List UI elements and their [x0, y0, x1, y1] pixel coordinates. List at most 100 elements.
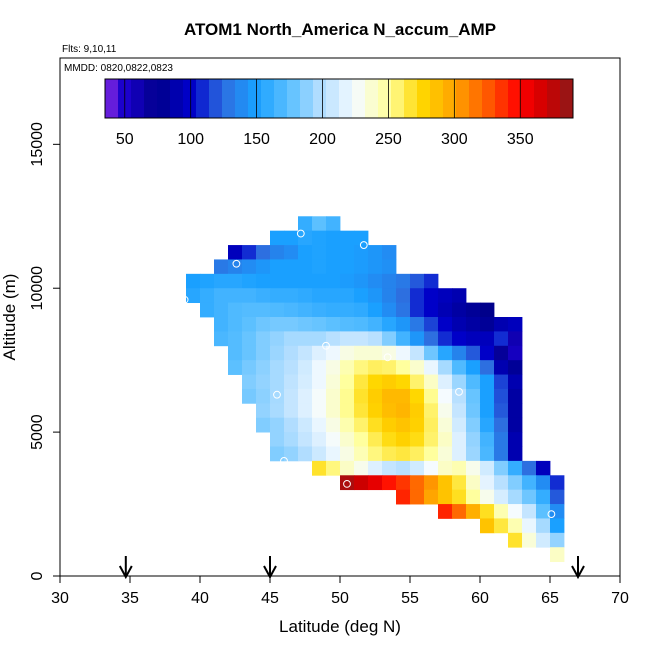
colorbar-swatch: [248, 79, 262, 118]
x-tick-label: 45: [261, 590, 279, 607]
heatmap-cell: [312, 302, 327, 318]
heatmap-cell: [536, 532, 551, 548]
heatmap-cell: [382, 388, 397, 404]
colorbar-swatch: [430, 79, 444, 118]
heatmap-cell: [382, 273, 397, 289]
flight-markers: [118, 556, 585, 580]
heatmap-cell: [396, 432, 411, 447]
colorbar-swatch: [131, 79, 145, 118]
heatmap-cell: [452, 432, 467, 447]
heatmap-cell: [494, 489, 509, 505]
heatmap-cell: [228, 245, 243, 260]
heatmap-cell: [522, 475, 537, 491]
colorbar-swatch: [482, 79, 496, 118]
heatmap-cell: [228, 288, 243, 304]
heatmap-cell: [326, 360, 341, 375]
heatmap-cell: [424, 288, 439, 304]
heatmap-cell: [312, 331, 327, 347]
heatmap-cell: [284, 432, 299, 447]
heatmap-cell: [284, 374, 299, 390]
heatmap-cell: [298, 273, 313, 289]
heatmap-cell: [242, 317, 257, 332]
heatmap-cell: [508, 374, 523, 390]
heatmap-cell: [326, 388, 341, 404]
heatmap-cell: [480, 417, 495, 433]
heatmap-cell: [228, 273, 243, 289]
heatmap-cell: [368, 403, 383, 419]
heatmap-cell: [354, 432, 369, 447]
flights-note: Flts: 9,10,11: [62, 44, 117, 55]
heatmap-cell: [340, 288, 355, 304]
heatmap-cell: [298, 331, 313, 347]
heatmap-cell: [410, 432, 425, 447]
heatmap-cell: [382, 345, 397, 361]
heatmap-cell: [326, 417, 341, 433]
heatmap-cell: [312, 360, 327, 375]
heatmap-cell: [508, 345, 523, 361]
sample-point: [180, 295, 189, 304]
heatmap-cell: [480, 403, 495, 419]
heatmap-cell: [284, 317, 299, 332]
heatmap-cell: [438, 460, 453, 476]
heatmap-cell: [508, 388, 523, 404]
heatmap-cell: [270, 273, 285, 289]
heatmap-cell: [438, 288, 453, 304]
heatmap-cell: [298, 288, 313, 304]
heatmap-cell: [368, 245, 383, 260]
heatmap-cell: [298, 374, 313, 390]
heatmap-cell: [312, 403, 327, 419]
heatmap-cell: [298, 403, 313, 419]
heatmap-cell: [410, 374, 425, 390]
heatmap-cell: [382, 417, 397, 433]
heatmap-cell: [256, 245, 271, 260]
heatmap-cell: [228, 331, 243, 347]
heatmap-cell: [270, 417, 285, 433]
heatmap-cell: [494, 475, 509, 491]
heatmap-cell: [284, 446, 299, 462]
heatmap-cell: [480, 518, 495, 534]
heatmap-cell: [368, 432, 383, 447]
heatmap-cell: [256, 417, 271, 433]
heatmap-cell: [312, 460, 327, 476]
heatmap-cell: [326, 245, 341, 260]
heatmap-cell: [242, 302, 257, 318]
heatmap-cell: [368, 331, 383, 347]
heatmap-cell: [382, 288, 397, 304]
heatmap-cell: [410, 417, 425, 433]
heatmap-cell: [312, 317, 327, 332]
sample-point: [383, 353, 392, 362]
colorbar-swatch: [261, 79, 275, 118]
heatmap-cell: [466, 417, 481, 433]
heatmap-cell: [298, 245, 313, 260]
colorbar-swatch: [287, 79, 301, 118]
heatmap-cell: [382, 317, 397, 332]
colorbar-swatch: [508, 79, 522, 118]
heatmap-cell: [200, 302, 215, 318]
heatmap-cell: [326, 403, 341, 419]
heatmap-cell: [340, 388, 355, 404]
heatmap-cell: [438, 432, 453, 447]
heatmap-cell: [340, 331, 355, 347]
colorbar-tick-label: 100: [177, 131, 204, 148]
heatmap-cell: [494, 432, 509, 447]
sample-point: [547, 510, 556, 519]
heatmap-cell: [550, 532, 565, 548]
heatmap-cell: [284, 302, 299, 318]
heatmap-cell: [186, 288, 201, 304]
heatmap-cell: [270, 245, 285, 260]
heatmap-cell: [354, 360, 369, 375]
x-tick-label: 65: [541, 590, 559, 607]
heatmap-cell: [298, 360, 313, 375]
heatmap-cell: [438, 504, 453, 519]
heatmap-cell: [354, 460, 369, 476]
heatmap-cell: [340, 460, 355, 476]
heatmap-cell: [424, 460, 439, 476]
heatmap-cell: [382, 432, 397, 447]
heatmap-cell: [452, 331, 467, 347]
heatmap-cell: [270, 302, 285, 318]
heatmap-cell: [396, 403, 411, 419]
sample-point: [280, 456, 288, 465]
heatmap-cell: [396, 417, 411, 433]
heatmap-cell: [480, 317, 495, 332]
heatmap-cell: [410, 403, 425, 419]
